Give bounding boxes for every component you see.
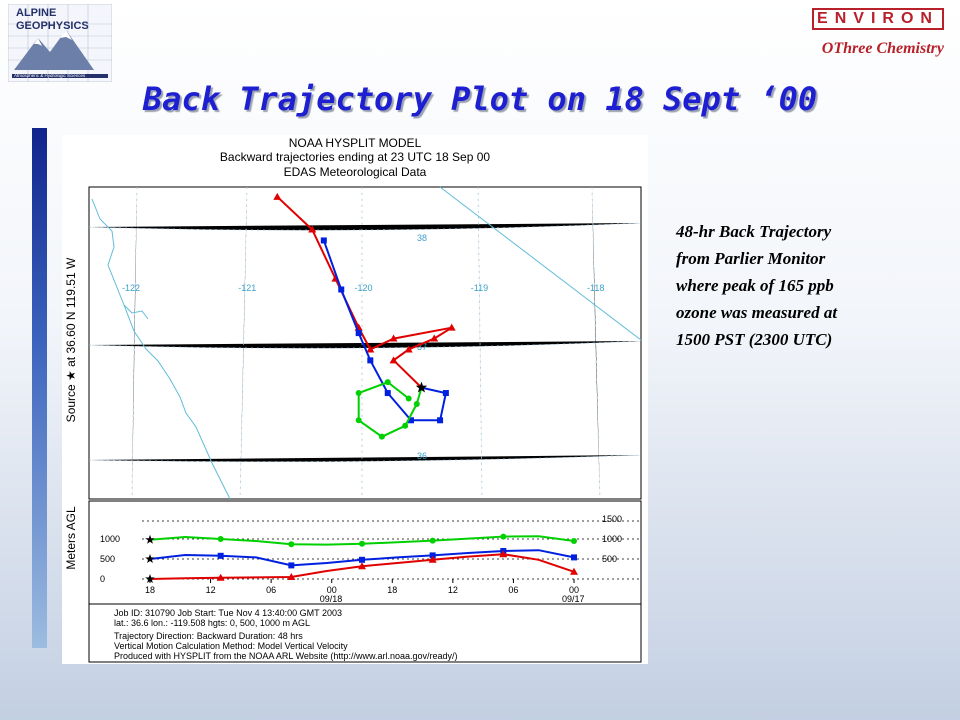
height-date-label: 09/18 bbox=[320, 594, 343, 604]
logo-line-1: ALPINE bbox=[16, 7, 56, 19]
caption-text: 48-hr Back Trajectory from Parlier Monit… bbox=[676, 218, 946, 353]
map-point bbox=[430, 334, 439, 342]
logo-line-2: GEOPHYSICS bbox=[16, 20, 89, 32]
map-point bbox=[355, 330, 362, 337]
map-point bbox=[320, 237, 327, 244]
height-tick-left: 1000 bbox=[100, 534, 120, 544]
height-point bbox=[216, 573, 225, 581]
map-point bbox=[404, 345, 413, 353]
height-time-label: 06 bbox=[266, 585, 276, 595]
height-time-label: 00 bbox=[569, 585, 579, 595]
height-point bbox=[358, 562, 366, 570]
map-point bbox=[413, 400, 420, 407]
map-point bbox=[389, 334, 398, 342]
map-point bbox=[366, 345, 375, 353]
map-point bbox=[355, 390, 362, 397]
map-point bbox=[402, 422, 409, 429]
alpine-geophysics-logo: ALPINE GEOPHYSICS Atmospheric & Hydrolog… bbox=[7, 3, 113, 83]
height-time-label: 12 bbox=[448, 585, 458, 595]
height-point bbox=[429, 552, 436, 559]
footer-line-5: Produced with HYSPLIT from the NOAA ARL … bbox=[114, 651, 458, 661]
lat-label: 37 bbox=[417, 342, 427, 352]
environ-logo: ENVIRON bbox=[812, 8, 944, 30]
height-point bbox=[217, 536, 224, 542]
height-time-label: 18 bbox=[387, 585, 397, 595]
map-point bbox=[308, 225, 317, 233]
caption-line-1: 48-hr Back Trajectory bbox=[676, 222, 832, 241]
height-tick-left: 500 bbox=[100, 554, 115, 564]
height-point bbox=[288, 562, 295, 569]
height-point bbox=[499, 550, 508, 558]
lat-label: 36 bbox=[417, 451, 427, 461]
map-point bbox=[405, 395, 412, 402]
height-point bbox=[570, 567, 578, 575]
hysplit-figure: NOAA HYSPLIT MODEL Backward trajectories… bbox=[62, 135, 648, 664]
height-point bbox=[359, 556, 365, 563]
height-point bbox=[288, 541, 295, 548]
lon-label: -120 bbox=[355, 283, 373, 293]
height-point bbox=[571, 538, 577, 544]
map-point bbox=[355, 417, 362, 424]
source-label: Source ★ at 36.60 N 119.51 W bbox=[64, 257, 78, 422]
state-border bbox=[439, 186, 642, 341]
height-tick-left: 0 bbox=[100, 574, 105, 584]
coastline bbox=[91, 198, 231, 500]
height-point bbox=[500, 533, 507, 540]
othree-chemistry-label: OThree Chemistry bbox=[821, 40, 944, 57]
height-point bbox=[359, 540, 365, 547]
height-tick-right: 500 bbox=[602, 554, 617, 564]
height-time-label: 12 bbox=[206, 585, 216, 595]
height-time-label: 18 bbox=[145, 585, 155, 595]
figure-title-line-3: EDAS Meteorological Data bbox=[284, 165, 427, 179]
map-point bbox=[442, 390, 449, 397]
map-point bbox=[447, 323, 456, 331]
height-point bbox=[429, 537, 436, 544]
height-point bbox=[287, 573, 296, 580]
lon-label: -119 bbox=[471, 283, 488, 293]
height-source-star-icon bbox=[145, 534, 155, 544]
map-point bbox=[389, 356, 398, 364]
height-time-label: 06 bbox=[508, 585, 518, 595]
map-point bbox=[384, 379, 391, 386]
height-panel bbox=[88, 500, 642, 605]
source-star-icon bbox=[415, 381, 428, 393]
map-trajectory-2 bbox=[357, 381, 423, 438]
caption-line-2: from Parlier Monitor bbox=[676, 249, 826, 268]
lon-label: -122 bbox=[122, 283, 140, 293]
lat-label: 38 bbox=[417, 233, 427, 243]
map-point bbox=[408, 417, 414, 424]
map-point bbox=[367, 357, 374, 364]
height-point bbox=[217, 552, 224, 559]
height-tick-right: 1500 bbox=[602, 514, 622, 524]
height-source-star-icon bbox=[145, 574, 155, 583]
decorative-side-bar bbox=[32, 128, 47, 648]
footer-line-4: Vertical Motion Calculation Method: Mode… bbox=[114, 641, 348, 651]
map-point bbox=[384, 390, 391, 397]
height-time-label: 00 bbox=[327, 585, 337, 595]
figure-title-line-1: NOAA HYSPLIT MODEL bbox=[289, 136, 422, 150]
height-point bbox=[571, 554, 577, 561]
caption-line-4: ozone was measured at bbox=[676, 303, 838, 322]
map-point bbox=[273, 192, 282, 200]
figure-title-line-2: Backward trajectories ending at 23 UTC 1… bbox=[220, 150, 490, 164]
map-point bbox=[378, 433, 385, 440]
map-point bbox=[338, 286, 345, 293]
slide-title: Back Trajectory Plot on 18 Sept ‘00 bbox=[142, 80, 818, 118]
footer-line-2: lat.: 36.6 lon.: -119.508 hgts: 0, 500, … bbox=[114, 618, 310, 628]
height-point bbox=[428, 555, 437, 563]
footer-line-1: Job ID: 310790 Job Start: Tue Nov 4 13:4… bbox=[114, 608, 342, 618]
height-date-label: 09/17 bbox=[562, 594, 585, 604]
lon-label: -121 bbox=[238, 283, 256, 293]
map-point bbox=[437, 417, 444, 424]
height-source-star-icon bbox=[145, 554, 155, 563]
lon-label: -118 bbox=[587, 283, 604, 293]
height-tick-right: 1000 bbox=[602, 534, 622, 544]
logo-tagline: Atmospheric & Hydrologic Sciences bbox=[14, 73, 86, 78]
footer-line-3: Trajectory Direction: Backward Duration:… bbox=[114, 631, 303, 641]
caption-line-5: 1500 PST (2300 UTC) bbox=[676, 330, 833, 349]
caption-line-3: where peak of 165 ppb bbox=[676, 276, 834, 295]
meters-agl-label: Meters AGL bbox=[64, 506, 78, 570]
